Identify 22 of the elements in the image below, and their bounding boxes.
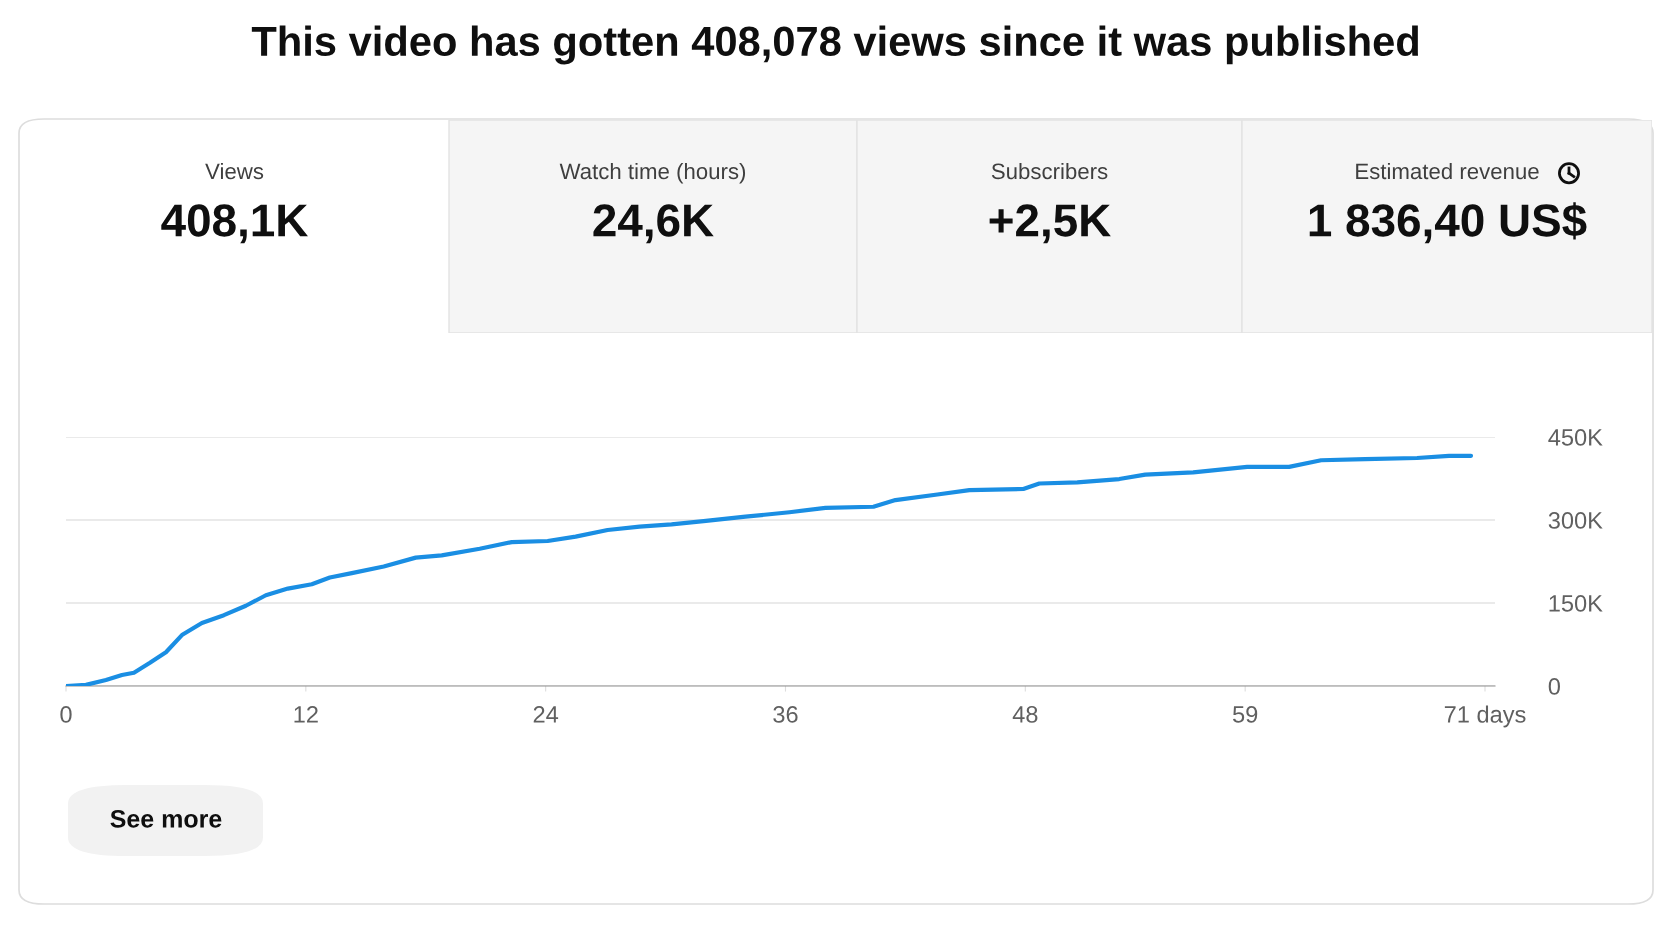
text: 1 836,40 US$ (1309, 202, 1587, 244)
x-tick-label: 59 (1232, 706, 1258, 723)
x-tick-label: 36 (773, 706, 798, 723)
text: Views (205, 162, 264, 180)
y-tick-label: 150K (1549, 595, 1603, 612)
text: 24,6K (593, 204, 714, 244)
text: +2,5K (989, 204, 1111, 244)
text: Estimated revenue (1356, 162, 1539, 180)
x-tick-label: 24 (533, 706, 559, 723)
text: This video has gotten 408,078 views since it was published (251, 25, 1418, 65)
x-tick-label: 71 days (1444, 705, 1526, 728)
line-series (66, 453, 1474, 686)
text: 408,1K (161, 204, 308, 244)
text: Subscribers (991, 162, 1108, 180)
y-tick-label: 0 (1548, 678, 1560, 695)
x-tick-label: 0 (60, 706, 72, 723)
text: See more (110, 810, 222, 828)
x-tick-label: 12 (294, 706, 318, 723)
x-tick-label: 48 (1012, 706, 1038, 723)
y-tick-label: 450K (1548, 429, 1603, 446)
y-tick-label: 300K (1548, 512, 1603, 529)
text: Watch time (hours) (559, 162, 746, 184)
